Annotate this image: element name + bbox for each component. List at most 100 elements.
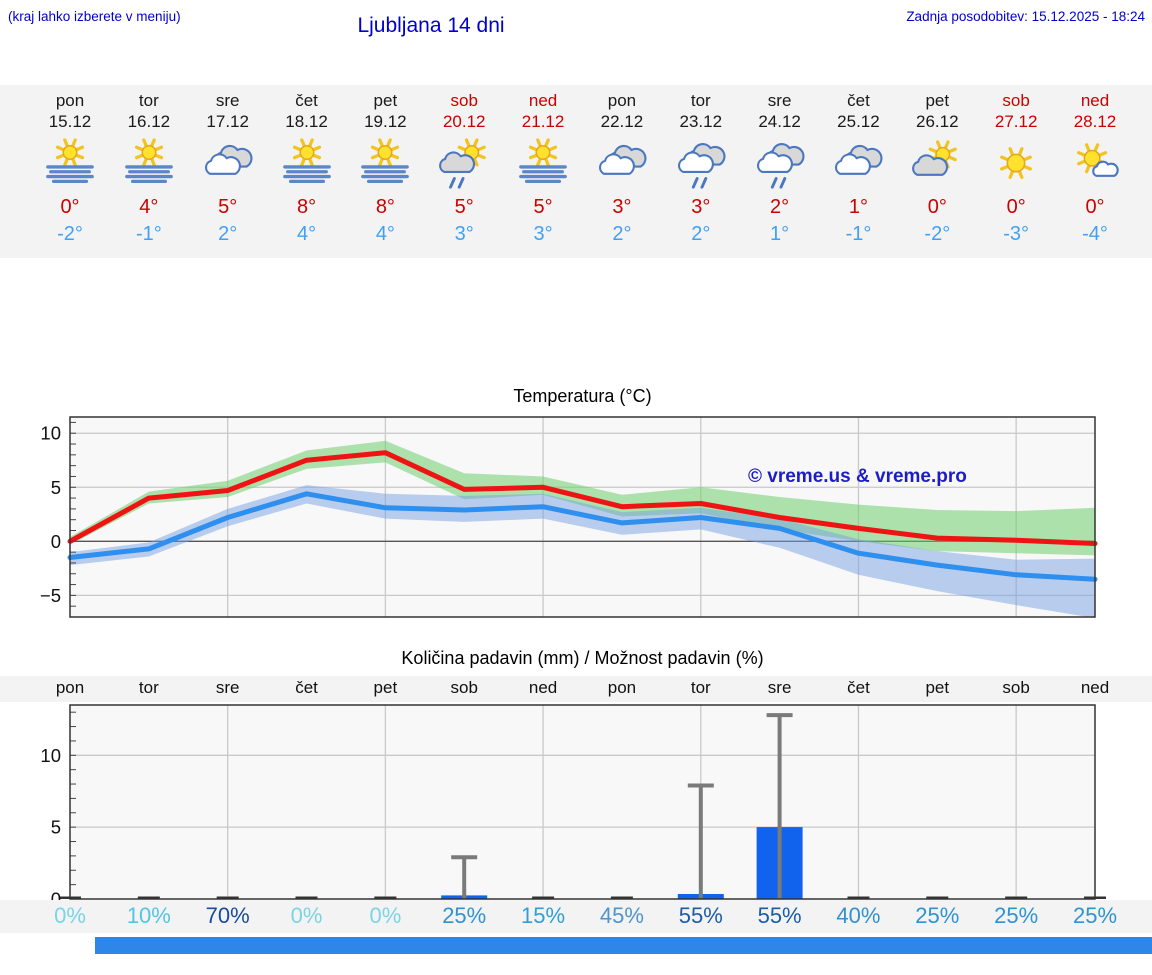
forecast-day-column: sob 20.12 5° 3° xyxy=(423,85,505,250)
precip-zero-mark xyxy=(295,896,318,899)
last-update-text: Zadnja posodobitev: 15.12.2025 - 18:24 xyxy=(906,9,1145,24)
day-high-temp: 2° xyxy=(770,196,790,218)
precip-day-label: sre xyxy=(215,678,240,697)
day-date: 17.12 xyxy=(206,112,249,131)
precip-day-label: sob xyxy=(1002,678,1030,697)
day-high-temp: 4° xyxy=(139,196,159,218)
day-name: sre xyxy=(767,91,792,110)
precip-day-label: čet xyxy=(847,678,870,697)
day-low-temp: 4° xyxy=(296,223,317,245)
forecast-day-column: pon 22.12 3° 2° xyxy=(581,85,663,250)
precip-zero-mark xyxy=(532,896,555,899)
precip-probability: 55% xyxy=(757,903,802,928)
day-high-temp: 5° xyxy=(218,196,238,218)
sun-fog-icon xyxy=(266,136,348,194)
day-name: sob xyxy=(450,91,478,110)
precip-day-label: pet xyxy=(925,678,950,697)
day-name: čet xyxy=(295,91,318,110)
precip-day-label: tor xyxy=(690,678,711,697)
day-name: tor xyxy=(138,91,159,110)
day-low-temp: 1° xyxy=(770,223,790,245)
cloud-rain-icon xyxy=(660,136,742,194)
precip-probability: 25% xyxy=(915,903,960,928)
precip-probability: 45% xyxy=(599,903,644,928)
precip-probability: 10% xyxy=(126,903,171,928)
day-date: 28.12 xyxy=(1073,112,1117,131)
page-title: Ljubljana 14 dni xyxy=(357,14,505,37)
precip-probability: 40% xyxy=(836,903,881,928)
precip-probability-row: 0% 10% 70% 0% 0% 25% 15% 45% 55% 55% 40% 25% 25% 25% xyxy=(0,900,1152,933)
day-date: 26.12 xyxy=(916,112,959,131)
day-name: čet xyxy=(847,91,870,110)
svg-text:5: 5 xyxy=(51,477,61,498)
day-date: 27.12 xyxy=(994,112,1038,131)
day-high-temp: 5° xyxy=(454,196,474,218)
sun-cloud-rain-icon xyxy=(423,136,505,194)
precip-day-label: sob xyxy=(450,678,478,697)
day-date: 21.12 xyxy=(521,112,565,131)
precip-zero-mark xyxy=(847,896,870,899)
day-high-temp: 8° xyxy=(296,196,317,218)
sun-small-cloud-icon xyxy=(1054,136,1136,194)
precip-probability: 0% xyxy=(54,903,86,928)
day-date: 23.12 xyxy=(679,112,723,131)
day-high-temp: 1° xyxy=(848,196,869,218)
day-high-temp: 0° xyxy=(1006,196,1026,218)
min-temp-line xyxy=(67,491,1098,582)
forecast-day-column: sre 17.12 5° 2° xyxy=(187,85,269,250)
svg-text:−5: −5 xyxy=(40,585,61,606)
day-date: 15.12 xyxy=(48,112,92,131)
sun-fog-icon xyxy=(502,136,584,194)
forecast-day-column: pon 15.12 0° -2° xyxy=(29,85,111,250)
forecast-day-column: sre 24.12 2° 1° xyxy=(739,85,821,250)
forecast-day-column: ned 28.12 0° -4° xyxy=(1054,85,1136,250)
precip-zero-mark xyxy=(137,896,160,899)
day-date: 19.12 xyxy=(364,112,407,131)
day-name: tor xyxy=(690,91,711,110)
precip-day-labels-row: pon tor sre čet pet sob ned pon tor sre čet pet sob n… xyxy=(0,676,1152,702)
precip-day-label: ned xyxy=(528,678,558,697)
day-low-temp: 2° xyxy=(218,223,238,245)
day-name: pon xyxy=(607,91,637,110)
watermark-link[interactable]: © vreme.us & vreme.pro xyxy=(748,466,967,487)
day-date: 20.12 xyxy=(442,112,486,131)
precip-day-label: ned xyxy=(1080,678,1110,697)
day-name: pet xyxy=(373,91,398,110)
precip-probability: 25% xyxy=(1072,903,1118,928)
day-date: 22.12 xyxy=(600,112,644,131)
precip-probability: 70% xyxy=(205,903,250,928)
forecast-day-column: tor 16.12 4° -1° xyxy=(108,85,190,250)
day-name: sob xyxy=(1002,91,1030,110)
precip-probability: 15% xyxy=(521,903,566,928)
day-name: sre xyxy=(215,91,240,110)
precip-day-label: pon xyxy=(55,678,85,697)
bottom-scrollbar[interactable] xyxy=(95,937,1152,954)
svg-text:10: 10 xyxy=(40,745,61,766)
day-low-temp: -1° xyxy=(135,223,162,245)
cloud-icon xyxy=(817,136,899,194)
svg-text:10: 10 xyxy=(40,423,61,444)
precipitation-chart: 0 5 10 xyxy=(40,704,1106,908)
day-date: 25.12 xyxy=(837,112,880,131)
precip-zero-mark xyxy=(610,896,633,899)
precip-probability: 0% xyxy=(369,903,402,928)
day-high-temp: 3° xyxy=(612,196,632,218)
precip-probability: 25% xyxy=(442,903,487,928)
sunny-icon xyxy=(975,136,1057,194)
day-low-temp: 2° xyxy=(612,223,632,245)
day-low-temp: 3° xyxy=(533,223,553,245)
day-low-temp: 3° xyxy=(454,223,474,245)
sun-fog-icon xyxy=(344,136,426,194)
precip-zero-mark xyxy=(926,896,949,899)
temperature-chart: 10 5 0 −5 © vreme.us & vreme.pro xyxy=(40,416,1098,619)
day-high-temp: 5° xyxy=(533,196,553,218)
forecast-day-column: čet 18.12 8° 4° xyxy=(266,85,348,250)
sun-fog-icon xyxy=(108,136,190,194)
day-high-temp: 0° xyxy=(927,196,947,218)
day-name: ned xyxy=(1080,91,1110,110)
forecast-day-column: sob 27.12 0° -3° xyxy=(975,85,1057,250)
day-high-temp: 0° xyxy=(60,196,80,218)
day-low-temp: 4° xyxy=(375,223,395,245)
svg-text:0: 0 xyxy=(51,531,61,552)
day-high-temp: 8° xyxy=(375,196,395,218)
